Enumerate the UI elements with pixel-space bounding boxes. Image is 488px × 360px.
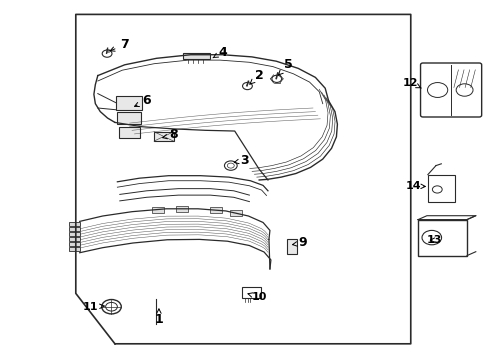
Text: 6: 6 — [134, 94, 151, 107]
Bar — [154, 132, 173, 141]
Bar — [116, 96, 142, 110]
Bar — [242, 287, 260, 298]
Bar — [69, 237, 80, 241]
Bar — [176, 206, 188, 212]
Bar — [69, 247, 80, 251]
Bar — [69, 242, 80, 246]
Bar — [151, 207, 163, 213]
Text: 7: 7 — [110, 39, 129, 51]
Text: 12: 12 — [402, 78, 421, 88]
Bar — [69, 232, 80, 236]
Bar — [286, 239, 297, 254]
Text: 3: 3 — [234, 154, 248, 167]
Text: 8: 8 — [163, 129, 178, 141]
Text: 1: 1 — [154, 309, 163, 326]
Text: 9: 9 — [292, 237, 307, 249]
Bar — [69, 227, 80, 231]
Text: 2: 2 — [249, 69, 263, 84]
Bar — [229, 210, 242, 216]
Bar — [183, 53, 210, 59]
Bar — [427, 175, 454, 202]
Text: 5: 5 — [278, 58, 292, 75]
Bar — [69, 222, 80, 226]
Bar — [117, 112, 141, 124]
Text: 10: 10 — [247, 292, 266, 302]
Text: 4: 4 — [212, 46, 226, 59]
Bar — [417, 220, 466, 256]
Text: 13: 13 — [426, 235, 441, 245]
Text: 14: 14 — [405, 181, 425, 191]
Text: 11: 11 — [82, 302, 104, 312]
Bar — [119, 127, 140, 138]
Bar — [210, 207, 222, 213]
